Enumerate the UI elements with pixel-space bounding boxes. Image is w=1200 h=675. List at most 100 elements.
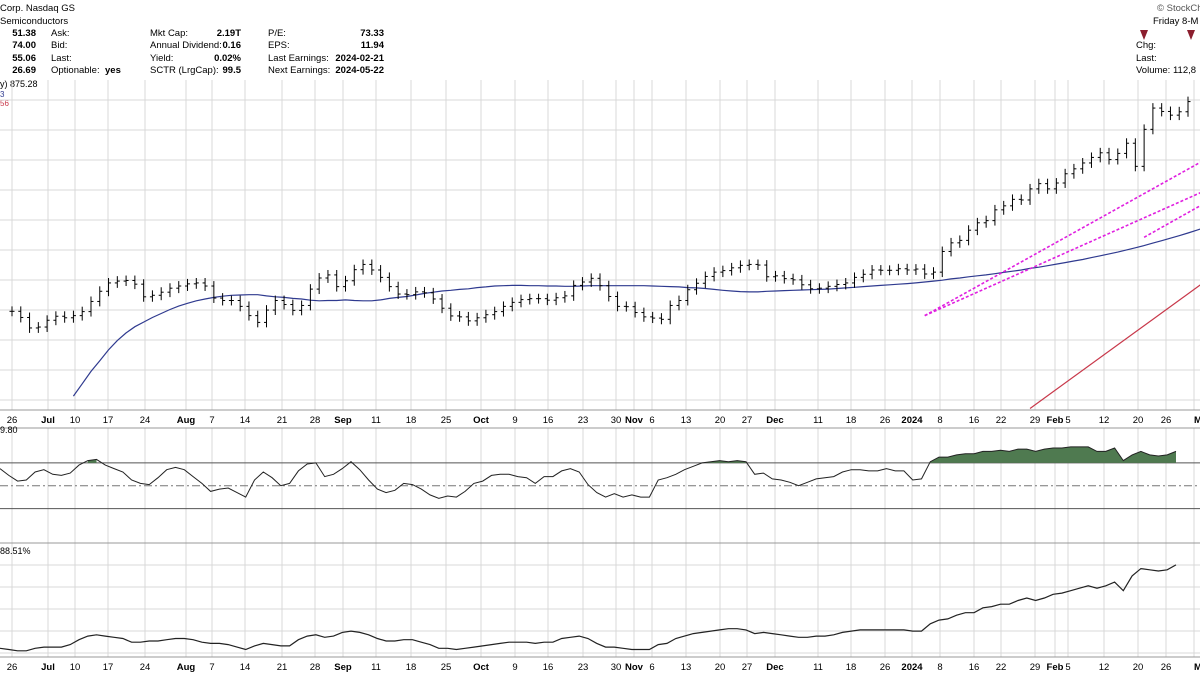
price-bar xyxy=(974,217,980,236)
price-bar xyxy=(658,313,664,325)
x-tick-label: 16 xyxy=(969,662,980,673)
price-bar xyxy=(588,273,594,287)
x-tick-label: 18 xyxy=(846,415,857,426)
price-bar xyxy=(158,287,164,301)
price-bar xyxy=(737,260,743,273)
price-bar xyxy=(132,275,138,290)
price-bar xyxy=(1018,194,1024,205)
trendlines xyxy=(924,161,1200,317)
price-bar xyxy=(895,263,901,276)
quote-value: 26.69 xyxy=(12,65,36,76)
price-bar xyxy=(27,312,33,333)
price-bar xyxy=(781,270,787,284)
price-bar xyxy=(1009,194,1015,211)
x-tick-label: 21 xyxy=(277,415,288,426)
x-tick-label: 13 xyxy=(681,415,692,426)
price-bars xyxy=(9,96,1191,333)
price-bar xyxy=(44,315,50,332)
price-bar xyxy=(799,274,805,290)
price-bar xyxy=(360,259,366,275)
x-tick-label: 30 xyxy=(611,662,622,673)
quote-value: 74.00 xyxy=(12,40,36,51)
quote-label: Optionable: xyxy=(51,65,100,76)
price-bar xyxy=(211,281,217,303)
price-bar xyxy=(369,259,375,275)
price-bar xyxy=(623,301,629,312)
price-bar xyxy=(255,310,261,328)
price-bar xyxy=(1045,178,1051,194)
x-tick-label: 26 xyxy=(1161,662,1172,673)
price-bar xyxy=(632,301,638,318)
quote-value: 0.16 xyxy=(222,40,242,51)
price-bar xyxy=(773,270,779,282)
price-bar xyxy=(220,293,226,306)
x-tick-label: 11 xyxy=(813,415,823,426)
x-tick-label: 27 xyxy=(742,662,753,673)
x-tick-label: Feb xyxy=(1047,415,1064,426)
x-tick-label: 6 xyxy=(649,662,654,673)
price-bar xyxy=(790,273,796,285)
x-tick-label: Dec xyxy=(766,662,783,673)
x-tick-label: 11 xyxy=(813,662,823,673)
price-bar xyxy=(887,265,893,276)
x-tick-label: 24 xyxy=(140,415,151,426)
price-bar xyxy=(228,295,234,306)
price-bar xyxy=(18,306,24,323)
x-tick-label: Sep xyxy=(334,415,352,426)
x-tick-label: 7 xyxy=(209,662,214,673)
x-tick-label: 13 xyxy=(681,662,692,673)
price-bar xyxy=(808,279,814,294)
price-bar xyxy=(904,263,910,275)
x-tick-label: 12 xyxy=(1099,662,1110,673)
x-tick-label: 21 xyxy=(277,662,288,673)
x-tick-label: Oct xyxy=(473,415,490,426)
x-tick-label: 2024 xyxy=(901,415,923,426)
price-bar xyxy=(1062,168,1068,188)
price-bar xyxy=(843,278,849,290)
x-tick-label: 17 xyxy=(103,415,114,426)
x-tick-label: 28 xyxy=(310,415,321,426)
price-bar xyxy=(237,295,243,312)
rsi-guides xyxy=(0,462,1200,510)
x-tick-label: 22 xyxy=(996,662,1007,673)
price-bar xyxy=(764,260,770,282)
price-bar xyxy=(992,204,998,226)
x-tick-label: 14 xyxy=(240,415,251,426)
x-tick-label: 27 xyxy=(742,415,753,426)
price-bar xyxy=(983,215,989,228)
price-bar xyxy=(500,301,506,317)
x-tick-label: 10 xyxy=(70,415,81,426)
x-tick-label: Ma xyxy=(1194,415,1200,426)
source-credit: © StockCh xyxy=(1157,3,1200,14)
price-bar xyxy=(1088,152,1094,168)
price-bar xyxy=(1132,138,1138,172)
price-bar xyxy=(202,278,208,291)
price-bar xyxy=(579,277,585,291)
x-tick-label: 24 xyxy=(140,662,151,673)
price-bar xyxy=(325,269,331,283)
price-overlay-label: y) 875.28 xyxy=(0,79,38,89)
rsi-line xyxy=(0,446,1177,499)
price-bar xyxy=(167,283,173,298)
x-tick-label: 5 xyxy=(1065,662,1070,673)
price-bar xyxy=(834,279,840,292)
quote-value: 2024-05-22 xyxy=(335,65,384,76)
x-tick-label: 20 xyxy=(1133,662,1144,673)
price-bar xyxy=(966,225,972,246)
x-tick-label: Jul xyxy=(41,415,55,426)
price-bar xyxy=(1159,103,1165,117)
price-bar xyxy=(536,293,542,304)
price-bar xyxy=(413,286,419,300)
x-tick-label: 26 xyxy=(880,415,891,426)
price-bar xyxy=(457,311,463,322)
quote-label: SCTR (LrgCap): xyxy=(150,65,219,76)
price-bar xyxy=(246,301,252,321)
x-tick-label: 22 xyxy=(996,415,1007,426)
price-bar xyxy=(62,311,68,323)
x-tick-label: 28 xyxy=(310,662,321,673)
x-tick-label: 7 xyxy=(209,415,214,426)
price-bar xyxy=(641,307,647,322)
x-tick-label: Feb xyxy=(1047,662,1064,673)
quote-date: Friday 8-M xyxy=(1153,16,1199,27)
price-bar xyxy=(685,284,691,306)
